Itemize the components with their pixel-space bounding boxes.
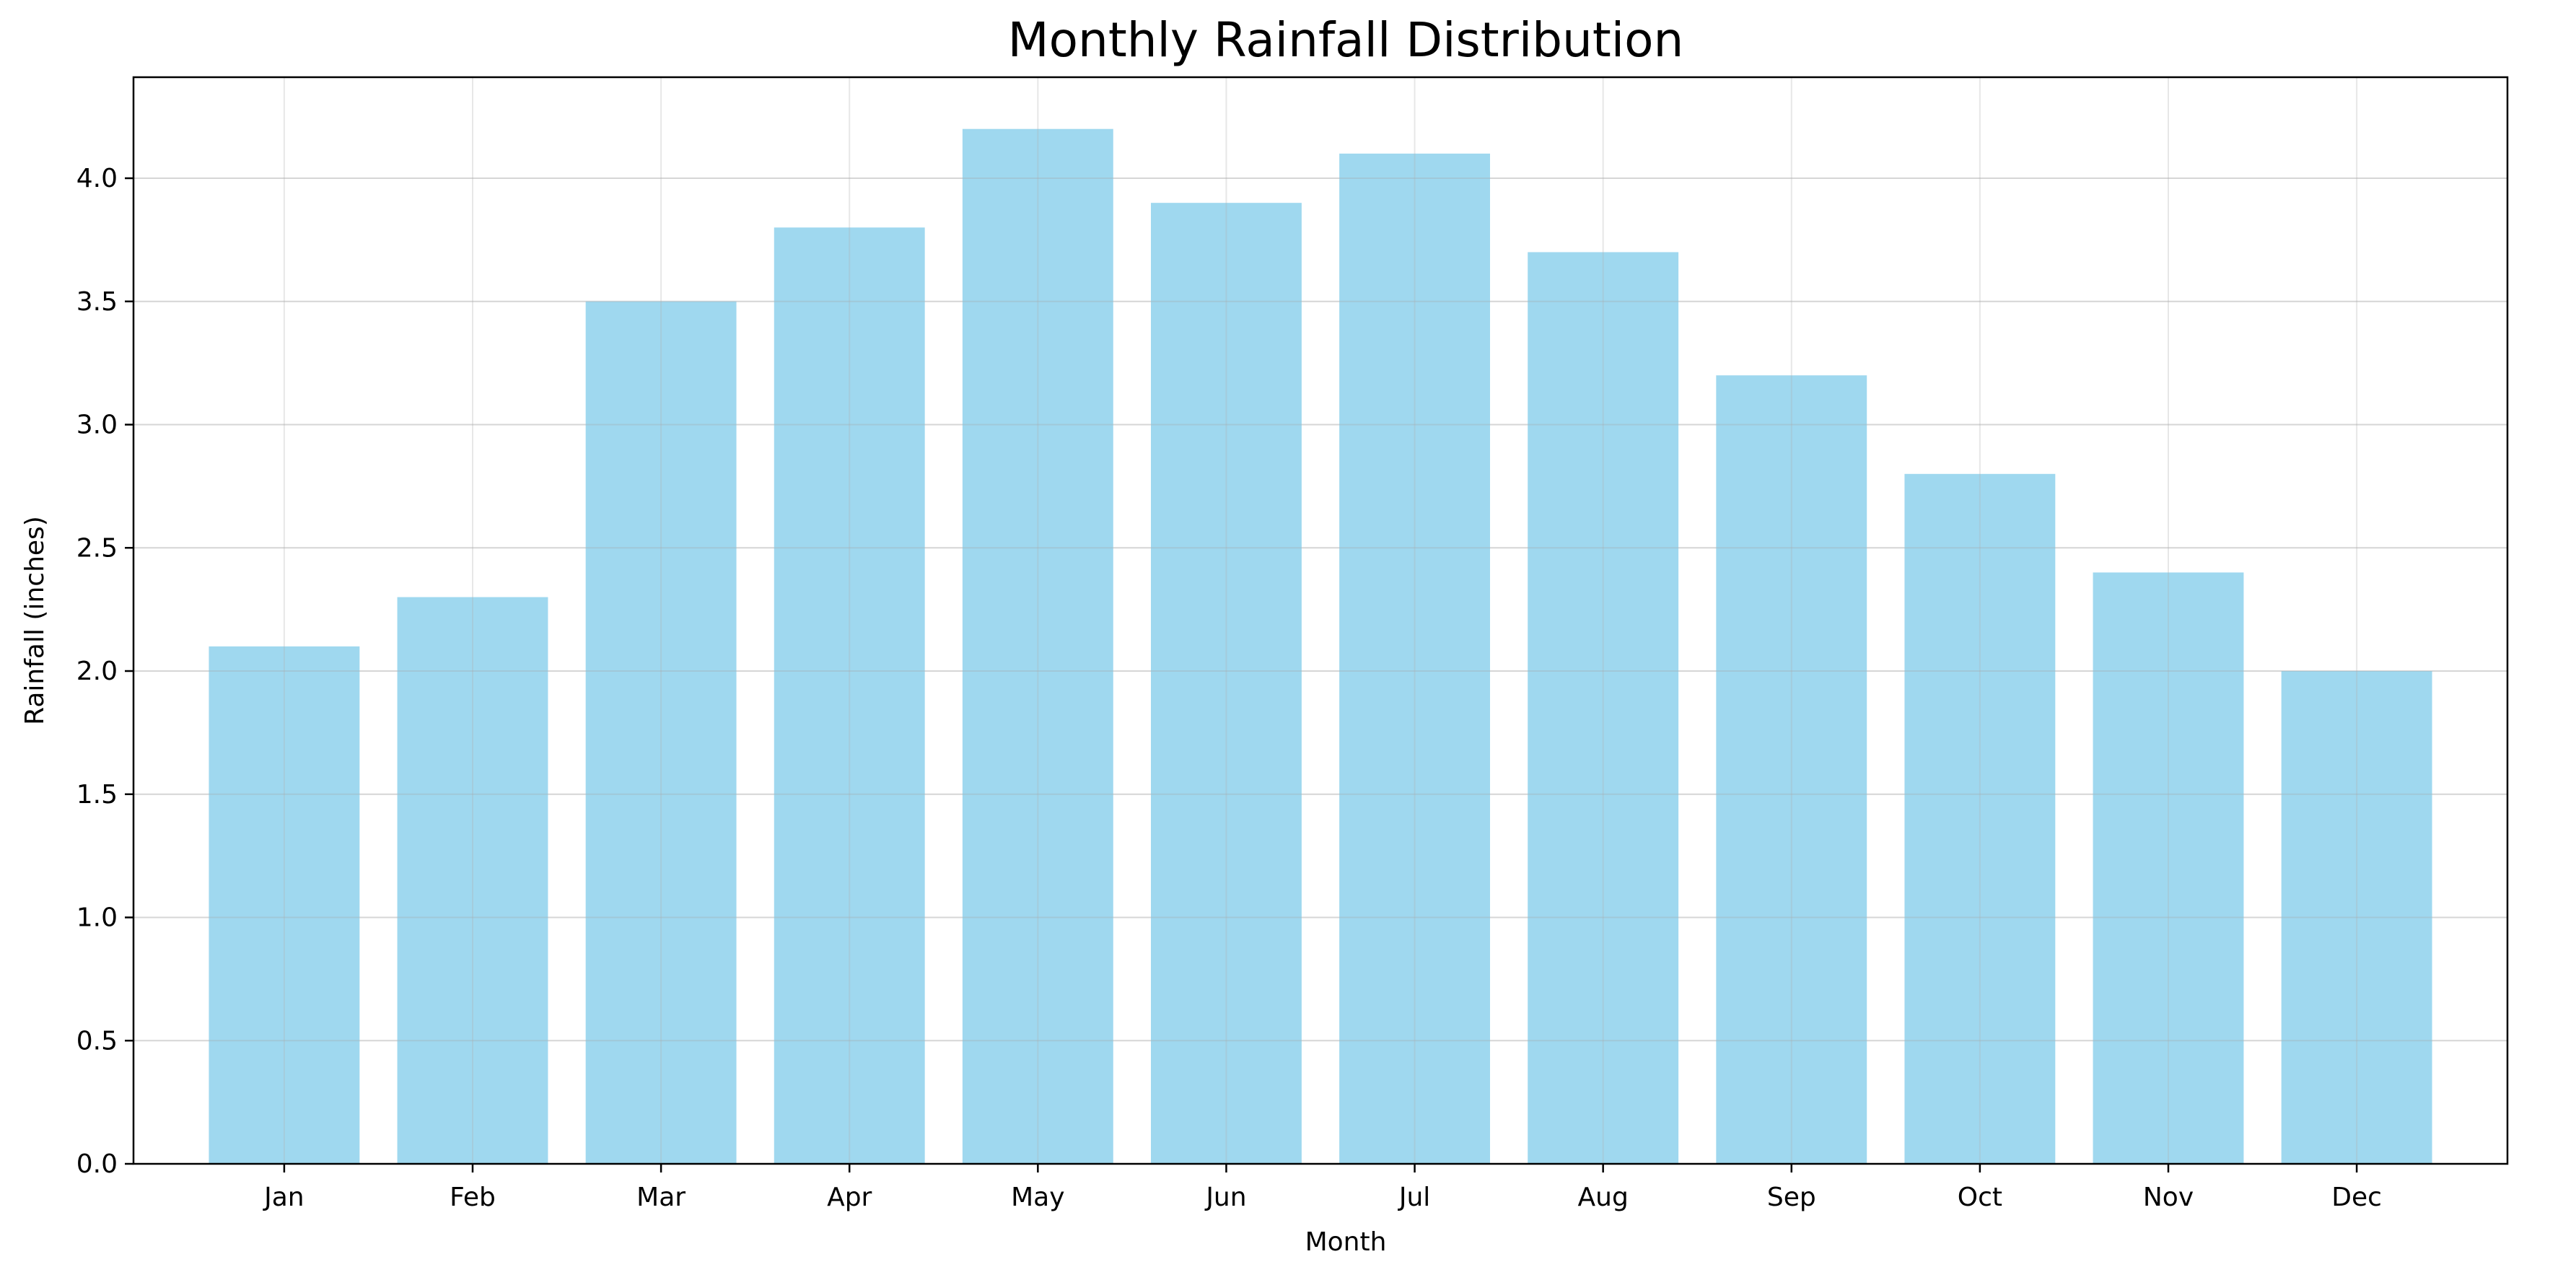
y-axis: 0.0 0.5 1.0 1.5 2.0 2.5 3.0 3.5 4.0 — [76, 164, 133, 1179]
y-tick-label: 2.0 — [76, 657, 118, 686]
x-axis-title: Month — [1305, 1227, 1387, 1257]
y-axis-title: Rainfall (inches) — [20, 516, 50, 725]
y-tick-label: 1.0 — [76, 903, 118, 933]
x-tick-label: May — [1011, 1183, 1064, 1212]
y-tick-label: 3.5 — [76, 287, 118, 317]
plot-frame — [132, 76, 2509, 1165]
bar-oct — [1904, 473, 2056, 1164]
bar-feb — [397, 597, 548, 1164]
y-tick-label: 1.5 — [76, 780, 118, 810]
bar-dec — [2281, 671, 2432, 1164]
bar-jan — [209, 646, 360, 1164]
bar-may — [962, 128, 1113, 1165]
x-tick-label: Jan — [263, 1183, 305, 1212]
bar-mar — [585, 301, 737, 1164]
y-tick-label: 0.0 — [76, 1149, 118, 1179]
x-tick-label: Jun — [1204, 1183, 1246, 1212]
bar-sep — [1716, 375, 1867, 1164]
y-tick-label: 3.0 — [76, 411, 118, 440]
bars-layer — [209, 128, 2432, 1165]
bar-aug — [1528, 252, 1679, 1164]
bar-apr — [774, 227, 925, 1164]
bar-nov — [2093, 572, 2244, 1164]
x-tick-label: Aug — [1578, 1183, 1629, 1212]
y-tick-label: 2.5 — [76, 533, 118, 563]
x-tick-label: Feb — [450, 1183, 496, 1212]
x-axis: Jan Feb Mar Apr May Jun Jul Aug Sep Oct Nov Dec — [263, 1164, 2382, 1212]
y-tick-label: 0.5 — [76, 1026, 118, 1056]
x-tick-label: Apr — [827, 1183, 872, 1212]
x-tick-label: Dec — [2331, 1183, 2382, 1212]
x-tick-label: Oct — [1958, 1183, 2002, 1212]
bar-jul — [1339, 153, 1490, 1164]
x-tick-label: Jul — [1398, 1183, 1430, 1212]
chart-title: Monthly Rainfall Distribution — [1008, 12, 1684, 68]
x-tick-label: Nov — [2143, 1183, 2194, 1212]
grid-overlay-layer — [133, 77, 2507, 1165]
x-tick-label: Sep — [1767, 1183, 1816, 1212]
x-tick-label: Mar — [636, 1183, 685, 1212]
bar-jun — [1151, 203, 1302, 1164]
y-tick-label: 4.0 — [76, 164, 118, 193]
